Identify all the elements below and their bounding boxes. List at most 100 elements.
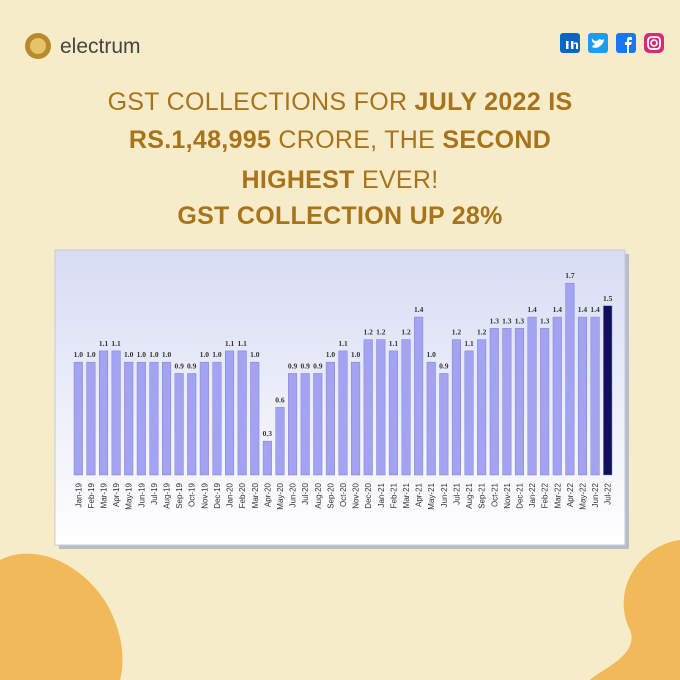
linkedin-icon[interactable]	[560, 33, 580, 53]
bar	[552, 316, 562, 476]
value-label: 1.1	[464, 339, 474, 348]
value-label: 1.0	[137, 350, 147, 359]
x-tick-label: Oct-19	[188, 482, 197, 507]
x-tick-label: Mar-19	[100, 482, 109, 508]
bar	[577, 316, 588, 476]
x-tick-label: Jan-20	[226, 482, 235, 507]
x-tick-label: Nov-20	[352, 482, 361, 508]
x-tick-label: Dec-21	[515, 482, 524, 508]
x-tick-label: Jun-20	[289, 482, 298, 507]
bar	[262, 440, 272, 476]
bar	[439, 373, 449, 476]
x-tick-label: Jul-22	[604, 482, 613, 504]
x-tick-label: Jun-22	[591, 482, 600, 507]
value-label: 1.3	[515, 316, 525, 325]
bar	[451, 339, 461, 476]
value-label: 1.0	[200, 350, 210, 359]
bar	[502, 328, 512, 476]
x-tick-label: Jul-21	[452, 482, 461, 504]
bar	[124, 361, 134, 476]
x-tick-label: Apr-21	[415, 482, 424, 507]
value-label: 1.1	[237, 339, 247, 348]
bar	[363, 339, 373, 476]
value-label: 1.0	[212, 350, 222, 359]
social-icons[interactable]	[560, 33, 664, 53]
value-label: 0.6	[275, 395, 285, 404]
bar	[388, 350, 398, 476]
bar	[464, 350, 474, 476]
value-label: 1.3	[502, 316, 512, 325]
bar	[603, 305, 613, 476]
instagram-icon[interactable]	[644, 33, 664, 53]
x-tick-label: May-20	[276, 482, 285, 509]
icon-glyph	[650, 39, 658, 47]
value-label: 1.4	[553, 305, 563, 314]
value-label: 1.0	[427, 350, 437, 359]
headline-line: GST COLLECTIONS FOR JULY 2022 IS	[108, 88, 573, 116]
bar	[376, 339, 386, 476]
bar	[250, 361, 260, 476]
value-label: 1.2	[401, 328, 411, 337]
bar	[325, 361, 335, 476]
x-tick-label: Feb-19	[87, 482, 96, 508]
bar	[401, 339, 411, 476]
headline-text: GST COLLECTION UP 28%	[177, 202, 502, 230]
icon-glyph	[647, 36, 661, 50]
icon-glyph	[566, 41, 569, 49]
x-tick-label: Sep-21	[478, 482, 487, 508]
bar	[426, 361, 436, 476]
x-tick-label: Jun-21	[440, 482, 449, 507]
bar	[111, 350, 121, 476]
x-tick-label: Aug-21	[465, 482, 474, 508]
value-label: 1.2	[376, 328, 386, 337]
x-tick-label: Jan-22	[528, 482, 537, 507]
x-tick-label: May-19	[125, 482, 134, 509]
value-label: 1.7	[565, 271, 575, 280]
value-label: 1.0	[74, 350, 84, 359]
bar	[174, 373, 184, 476]
value-label: 1.4	[414, 305, 424, 314]
value-label: 1.5	[603, 294, 613, 303]
value-label: 1.2	[452, 328, 462, 337]
bar	[149, 361, 159, 476]
x-tick-label: Mar-22	[553, 482, 562, 508]
x-tick-label: Jun-19	[137, 482, 146, 507]
x-tick-label: May-22	[578, 482, 587, 509]
value-label: 1.4	[527, 305, 537, 314]
x-tick-label: Jul-19	[150, 482, 159, 504]
chart: 1.0 Jan-19 1.0 Feb-19 1.1 Mar-19 1.1 Apr-19 1.0 M…	[74, 271, 613, 509]
value-label: 0.3	[263, 429, 273, 438]
x-tick-label: Feb-21	[389, 482, 398, 508]
value-label: 1.0	[149, 350, 159, 359]
x-tick-label: Jul-20	[301, 482, 310, 504]
bar	[98, 350, 109, 476]
value-label: 0.9	[288, 361, 298, 370]
bar	[199, 361, 209, 476]
value-label: 1.1	[389, 339, 399, 348]
x-tick-label: Sep-19	[175, 482, 184, 508]
icon-glyph	[591, 38, 604, 48]
headline-text: RS.1,48,995	[129, 126, 271, 154]
value-label: 1.4	[590, 305, 600, 314]
value-label: 1.1	[111, 339, 121, 348]
x-tick-label: Nov-21	[503, 482, 512, 508]
x-tick-label: Aug-19	[163, 482, 172, 508]
x-tick-label: Feb-22	[541, 482, 550, 508]
bar	[86, 361, 96, 476]
decor-blob	[0, 553, 123, 680]
value-label: 1.3	[490, 316, 500, 325]
bar	[73, 361, 83, 476]
bar	[514, 328, 525, 476]
x-tick-label: Nov-19	[200, 482, 209, 508]
value-label: 1.0	[86, 350, 96, 359]
value-label: 1.1	[338, 339, 348, 348]
x-tick-label: Mar-21	[402, 482, 411, 508]
value-label: 0.9	[187, 361, 197, 370]
bar	[288, 373, 298, 476]
x-tick-label: Jan-19	[74, 482, 83, 507]
x-tick-label: Feb-20	[238, 482, 247, 508]
decor-blob	[590, 540, 680, 680]
bar	[275, 407, 285, 476]
headline-text: GST COLLECTIONS FOR	[108, 88, 415, 116]
